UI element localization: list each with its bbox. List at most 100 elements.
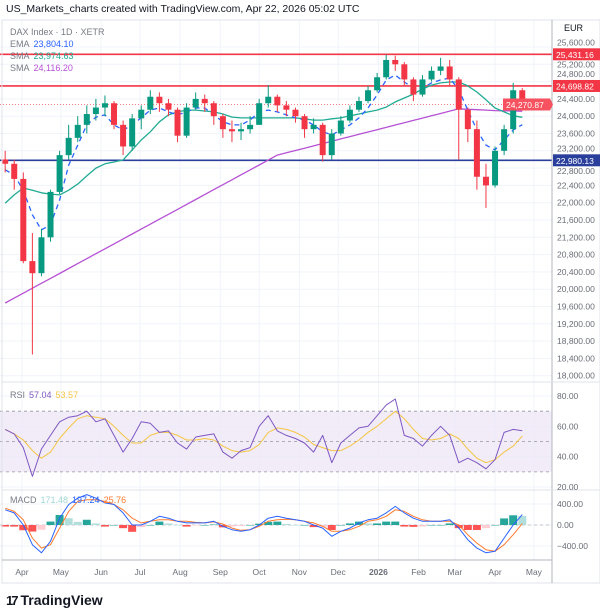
sma50-line — [4, 81, 523, 204]
rsi-line — [4, 398, 523, 477]
macd-histogram-bar — [227, 525, 236, 527]
candle-body — [292, 109, 299, 117]
macd-histogram-bar — [1, 525, 10, 527]
sma200-label: SMA — [10, 63, 30, 73]
candles — [2, 54, 526, 355]
rsi-value: 57.04 — [29, 390, 52, 400]
macd-histogram-bar — [119, 525, 128, 529]
price-level-label-box — [553, 79, 600, 92]
candle-body — [274, 96, 281, 106]
time-tick-label: Aug — [173, 567, 188, 577]
macd-signal-value: 25.76 — [103, 495, 127, 505]
macd-histogram-bar — [336, 525, 345, 526]
macd-histogram-bar — [46, 521, 55, 525]
price-tick-label: 24,000.00 — [557, 111, 595, 121]
candle-body — [410, 79, 417, 95]
candle-body — [482, 176, 489, 186]
macd-histogram-bar — [200, 525, 209, 526]
candle-body — [283, 105, 290, 110]
candle-body — [501, 129, 508, 151]
rsi-tick-label: 40.00 — [557, 452, 579, 462]
indicators — [1, 398, 527, 554]
ema-value: 23,804.10 — [33, 39, 74, 49]
candle-body — [210, 103, 217, 117]
macd-histogram-bar — [73, 521, 82, 525]
rsi-ma-value: 53.57 — [55, 390, 79, 400]
logo-text: TradingView — [20, 592, 103, 608]
price-level-label-box — [553, 48, 600, 61]
macd-histogram-bar — [37, 525, 46, 530]
candle-body — [156, 96, 163, 104]
macd-signal-line — [5, 499, 523, 552]
macd-histogram-bar — [345, 523, 354, 525]
last-price-label: 24,270.87 — [506, 100, 544, 110]
macd-histogram-bar — [164, 523, 173, 525]
candle-body — [201, 98, 208, 104]
macd-histogram-bar — [500, 518, 509, 525]
candle-body — [328, 133, 335, 156]
chart-border — [1, 19, 600, 584]
candle-body — [392, 59, 399, 65]
macd-histogram-bar — [472, 525, 481, 530]
candle-body — [428, 70, 435, 80]
time-tick-label: Apr — [15, 567, 28, 577]
price-tick-label: 19,600.00 — [557, 302, 595, 312]
price-tick-label: 25,200.00 — [557, 59, 595, 69]
macd-line-value: 197.24 — [72, 495, 100, 505]
macd-histogram-bar — [463, 525, 472, 530]
candle-body — [265, 96, 272, 104]
candle-body — [238, 129, 245, 132]
macd-histogram-bar — [373, 523, 382, 525]
macd-histogram-bar — [327, 525, 336, 530]
macd-histogram-bar — [100, 525, 109, 527]
macd-histogram-bar — [445, 523, 454, 525]
price-tick-label: 21,600.00 — [557, 215, 595, 225]
candle-body — [111, 103, 118, 125]
candle-body — [38, 237, 45, 274]
price-tick-label: 22,000.00 — [557, 198, 595, 208]
ema-label: EMA — [10, 39, 30, 49]
legend-rsi: RSI 57.04 53.57 — [10, 390, 78, 400]
candle-body — [174, 109, 181, 136]
moving-averages — [4, 74, 523, 304]
candle-body — [192, 98, 199, 108]
time-tick-label: 2026 — [369, 567, 388, 577]
candle-body — [129, 118, 136, 147]
candle-body — [519, 90, 526, 105]
price-tick-label: 22,800.00 — [557, 166, 595, 176]
macd-histogram-bar — [364, 523, 373, 525]
candle-body — [65, 137, 72, 156]
candle-body — [183, 107, 190, 136]
price-tick-label: 18,400.00 — [557, 353, 595, 363]
candle-body — [374, 77, 381, 91]
price-tick-label: 20,800.00 — [557, 250, 595, 260]
macd-histogram-bar — [173, 525, 182, 526]
legend-sma200: SMA 24,116.20 — [10, 63, 73, 73]
price-tick-label: 24,400.00 — [557, 94, 595, 104]
candle-body — [301, 116, 308, 130]
candle-body — [346, 109, 353, 121]
price-tick-label: 18,000.00 — [557, 371, 595, 381]
legend-sma50: SMA 23,974.63 — [10, 51, 74, 61]
legend-ema: EMA 23,804.10 — [10, 39, 74, 49]
macd-histogram-bar — [82, 519, 91, 525]
macd-histogram-bar — [291, 525, 300, 526]
macd-label: MACD — [10, 495, 37, 505]
price-level-label: 25,431.16 — [556, 50, 594, 60]
macd-histogram-bar — [400, 525, 409, 527]
candle-body — [337, 120, 344, 134]
time-tick-label: Nov — [292, 567, 308, 577]
time-tick-label: Jul — [134, 567, 145, 577]
macd-histogram-bar — [391, 521, 400, 525]
candle-body — [219, 116, 226, 130]
macd-histogram-bar — [64, 518, 73, 525]
macd-histogram-bar — [191, 525, 200, 526]
candle-body — [473, 129, 480, 177]
macd-histogram-bar — [137, 525, 146, 528]
price-tick-label: 23,600.00 — [557, 129, 595, 139]
tradingview-logo[interactable]: 17 TradingView — [6, 592, 103, 608]
macd-histogram-bar — [10, 525, 19, 527]
macd-histogram-bar — [155, 521, 164, 525]
